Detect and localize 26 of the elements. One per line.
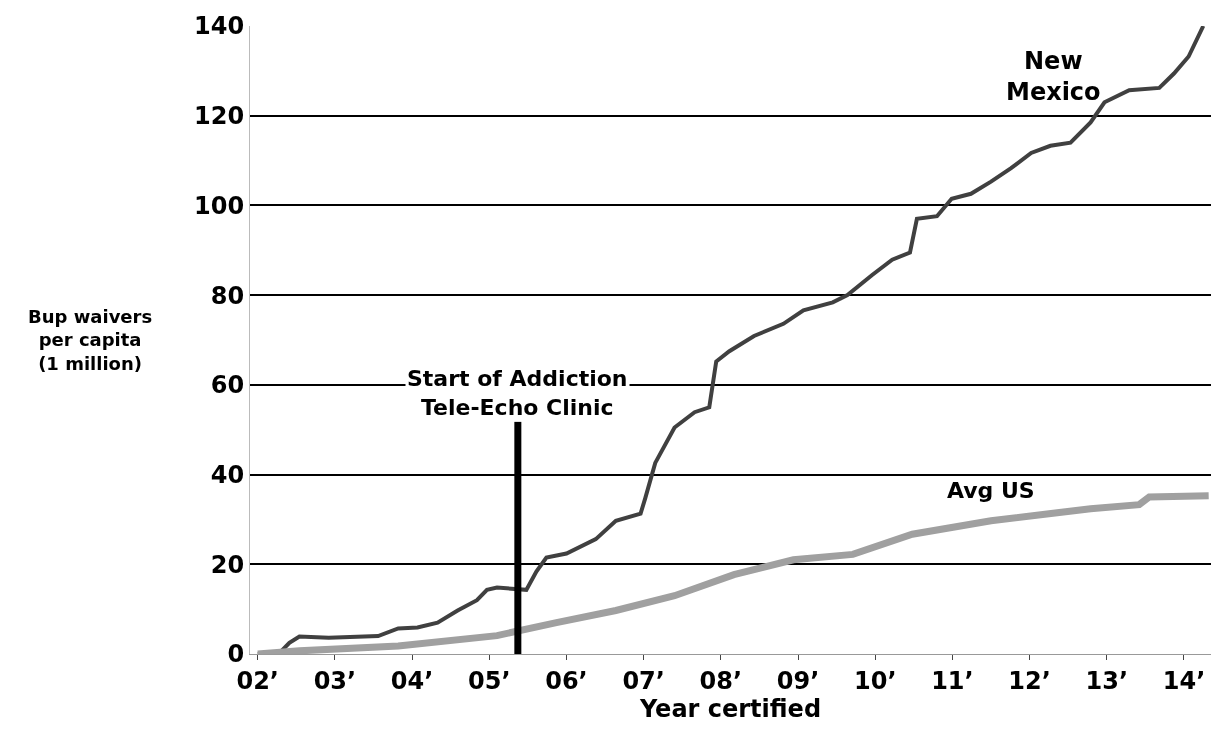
x-tick-label: 10’ [853, 666, 897, 695]
y-tick-label: 40 [210, 460, 245, 489]
y-tick-label: 100 [194, 191, 245, 220]
y-tick-label: 60 [210, 371, 245, 400]
x-tick-label: 12’ [1008, 666, 1051, 695]
y-tick-label: 20 [210, 550, 245, 579]
series-label: Avg US [947, 478, 1035, 503]
ref-line-label: Start of Addiction Tele-Echo Clinic [407, 366, 628, 420]
x-tick-label: 07’ [622, 666, 665, 695]
x-tick-label: 09’ [776, 666, 820, 695]
y-tick-label: 120 [194, 102, 245, 131]
x-tick-label: 14’ [1162, 666, 1206, 695]
x-tick-label: 13’ [1085, 666, 1129, 695]
x-tick-label: 05’ [468, 666, 511, 695]
x-tick-label: 03’ [313, 666, 357, 695]
y-tick-label: 140 [194, 12, 245, 41]
x-tick-label: 08’ [699, 666, 743, 695]
x-tick-label: 06’ [545, 666, 588, 695]
y-tick-label: 0 [227, 640, 245, 669]
x-axis-title: Year certified [638, 694, 822, 723]
x-tick-label: 02’ [236, 666, 279, 695]
series-label: New Mexico [1006, 47, 1101, 107]
x-tick-label: 04’ [390, 666, 434, 695]
y-tick-label: 80 [210, 281, 245, 310]
x-tick-label: 11’ [931, 666, 974, 695]
y-axis-title: Bup waivers per capita (1 million) [28, 306, 153, 374]
